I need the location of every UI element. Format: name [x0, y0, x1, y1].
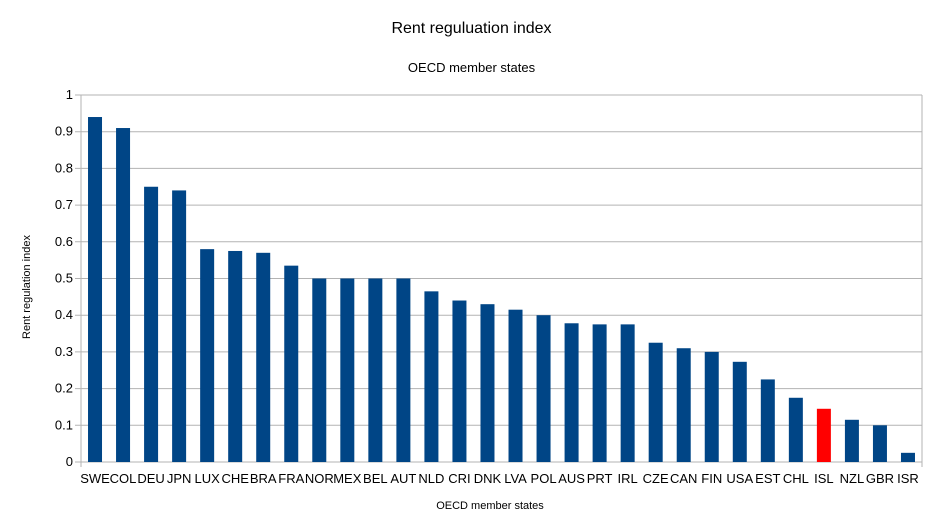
x-tick-label: NLD — [418, 471, 444, 486]
chart-title: Rent reguluation index — [391, 20, 552, 37]
y-tick-label: 0.9 — [55, 124, 73, 139]
bar-lva — [508, 309, 523, 462]
x-tick-label: DEU — [137, 471, 164, 486]
bar-aus — [564, 323, 579, 462]
x-tick-label: GBR — [866, 471, 894, 486]
bar-aut — [396, 278, 411, 462]
y-tick-labels: 0 0.1 0.2 0.3 0.4 0.5 0.6 0.7 0.8 0.9 1 — [55, 87, 73, 469]
x-tick-label: LVA — [504, 471, 527, 486]
x-tick-label: LUX — [195, 471, 221, 486]
bar-nld — [424, 291, 439, 462]
y-tick-label: 0.1 — [55, 417, 73, 432]
x-tick-label: DNK — [474, 471, 502, 486]
bar-isl — [816, 408, 831, 462]
y-tick-label: 0.5 — [55, 271, 73, 286]
x-tick-label: FIN — [701, 471, 722, 486]
bar-dnk — [480, 304, 495, 462]
y-tick-label: 0.4 — [55, 307, 73, 322]
x-tick-label: NOR — [305, 471, 334, 486]
x-tick-label: MEX — [333, 471, 362, 486]
bar-lux — [200, 249, 215, 462]
x-tick-label: ISR — [897, 471, 919, 486]
x-tick-label: CRI — [448, 471, 470, 486]
bar-bra — [256, 252, 271, 462]
x-tick-label: PRT — [587, 471, 613, 486]
bar-bel — [368, 278, 383, 462]
bars — [88, 117, 915, 463]
bar-isr — [900, 452, 915, 462]
bar-irl — [620, 324, 635, 462]
bar-est — [760, 379, 775, 462]
y-tick-label: 0.8 — [55, 160, 73, 175]
x-tick-label: USA — [726, 471, 753, 486]
bar-fra — [284, 265, 299, 462]
y-tick-label: 0.7 — [55, 197, 73, 212]
bar-deu — [144, 186, 159, 462]
y-tick-label: 0.6 — [55, 234, 73, 249]
bar-can — [676, 348, 691, 462]
bar-jpn — [172, 190, 187, 463]
x-tick-label: SWE — [80, 471, 110, 486]
y-tick-label: 0 — [66, 454, 73, 469]
x-tick-label: CHL — [783, 471, 809, 486]
x-tick-label: AUS — [558, 471, 585, 486]
x-tick-label: IRL — [618, 471, 638, 486]
x-tick-label: COL — [110, 471, 137, 486]
bar-chl — [788, 397, 803, 462]
y-tick-label: 1 — [66, 87, 73, 102]
x-tick-labels: SWE COL DEU JPN LUX CHE BRA FRA NOR MEX BEL AUT NLD C… — [80, 471, 919, 486]
bar-gbr — [872, 425, 887, 462]
x-axis-label: OECD member states — [436, 500, 544, 512]
chart-subtitle: OECD member states — [407, 60, 536, 75]
bar-swe — [88, 117, 103, 463]
x-tick-label: NZL — [840, 471, 865, 486]
bar-pol — [536, 315, 551, 462]
y-tick-label: 0.3 — [55, 344, 73, 359]
bar-cri — [452, 300, 467, 462]
gridlines — [75, 94, 923, 467]
bar-nor — [312, 278, 327, 462]
x-tick-label: BRA — [250, 471, 277, 486]
bar-cze — [648, 342, 663, 462]
bar-fin — [704, 351, 719, 462]
y-tick-label: 0.2 — [55, 381, 73, 396]
x-tick-label: AUT — [390, 471, 416, 486]
bar-nzl — [844, 419, 859, 462]
x-tick-label: CHE — [221, 471, 249, 486]
bar-che — [228, 250, 243, 462]
bar-usa — [732, 361, 747, 462]
x-tick-label: CAN — [670, 471, 697, 486]
x-tick-label: FRA — [278, 471, 304, 486]
x-tick-label: EST — [755, 471, 780, 486]
x-tick-label: POL — [531, 471, 557, 486]
bar-prt — [592, 324, 607, 462]
bar-col — [116, 128, 131, 462]
x-tick-label: CZE — [643, 471, 669, 486]
bar-mex — [340, 278, 355, 462]
x-tick-label: ISL — [814, 471, 834, 486]
x-tick-label: JPN — [167, 471, 192, 486]
x-tick-label: BEL — [363, 471, 388, 486]
